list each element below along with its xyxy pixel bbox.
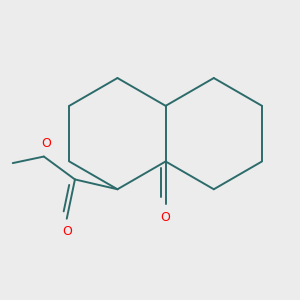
Text: O: O [62, 225, 72, 238]
Text: O: O [41, 137, 51, 150]
Text: O: O [161, 211, 171, 224]
